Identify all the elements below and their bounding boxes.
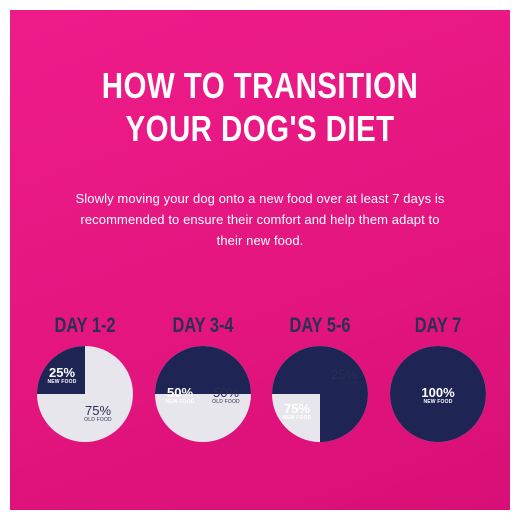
day-label-3-4: DAY 3-4	[172, 314, 234, 337]
new-food-slice	[272, 346, 368, 442]
new-food-label: NEW FOOD	[165, 399, 195, 405]
old-food-label: OLD FOOD	[330, 381, 358, 387]
day-label-7: DAY 7	[414, 314, 462, 337]
new-food-label: NEW FOOD	[423, 399, 453, 405]
title-line-2: YOUR DOG'S DIET	[125, 108, 395, 149]
pie-chart	[155, 346, 251, 442]
old-food-share: 25% OLD FOOD	[319, 368, 369, 387]
pie-chart	[272, 346, 368, 442]
old-food-label: OLD FOOD	[212, 399, 240, 405]
new-food-slice	[37, 346, 85, 394]
old-food-share: 50% OLD FOOD	[201, 386, 251, 405]
new-food-share: 50% NEW FOOD	[155, 386, 205, 405]
new-food-label: NEW FOOD	[47, 379, 77, 385]
new-food-share: 25% NEW FOOD	[37, 366, 87, 385]
new-food-share: 100% NEW FOOD	[413, 386, 463, 405]
pie-day-7: 100% NEW FOOD	[388, 344, 488, 444]
old-food-percent: 25%	[330, 367, 358, 382]
new-food-percent: 50%	[166, 385, 194, 400]
infographic-panel: HOW TO TRANSITION YOUR DOG'S DIET Slowly…	[10, 10, 510, 510]
old-food-percent: 75%	[84, 403, 112, 418]
day-label-1-2: DAY 1-2	[54, 314, 116, 337]
new-food-share: 75% NEW FOOD	[272, 402, 322, 421]
pie-day-5-6: 75% NEW FOOD 25% OLD FOOD	[270, 344, 370, 444]
new-food-slice	[155, 346, 251, 394]
pie-day-1-2: 25% NEW FOOD 75% OLD FOOD	[35, 344, 135, 444]
new-food-percent: 100%	[421, 385, 455, 400]
old-food-label: OLD FOOD	[84, 417, 112, 423]
new-food-percent: 25%	[48, 365, 76, 380]
pie-chart	[37, 346, 133, 442]
old-food-share: 75% OLD FOOD	[73, 404, 123, 423]
intro-text: Slowly moving your dog onto a new food o…	[75, 191, 445, 248]
pie-day-3-4: 50% NEW FOOD 50% OLD FOOD	[153, 344, 253, 444]
title-line-1: HOW TO TRANSITION	[101, 65, 419, 106]
old-food-percent: 50%	[212, 385, 240, 400]
new-food-slice	[390, 346, 486, 442]
new-food-percent: 75%	[283, 401, 311, 416]
day-label-5-6: DAY 5-6	[289, 314, 351, 337]
pie-chart	[390, 346, 486, 442]
new-food-label: NEW FOOD	[282, 415, 312, 421]
